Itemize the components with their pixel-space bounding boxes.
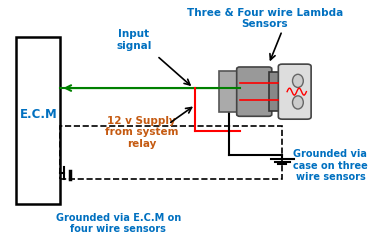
FancyBboxPatch shape [278,64,311,119]
Text: Grounded via E.C.M on
four wire sensors: Grounded via E.C.M on four wire sensors [56,213,181,234]
Text: Input
signal: Input signal [116,29,151,51]
Bar [219,71,240,112]
FancyBboxPatch shape [237,67,272,116]
Text: Grounded via
case on three
wire sensors: Grounded via case on three wire sensors [293,149,368,182]
Text: E.C.M: E.C.M [20,108,57,121]
Bar [269,73,282,111]
Bar [16,37,60,204]
Text: Three & Four wire Lambda
Sensors: Three & Four wire Lambda Sensors [187,8,343,29]
Bar [60,126,282,179]
Ellipse shape [293,74,303,87]
Ellipse shape [293,96,303,109]
Text: 12 v Supply
from system
relay: 12 v Supply from system relay [105,116,178,149]
